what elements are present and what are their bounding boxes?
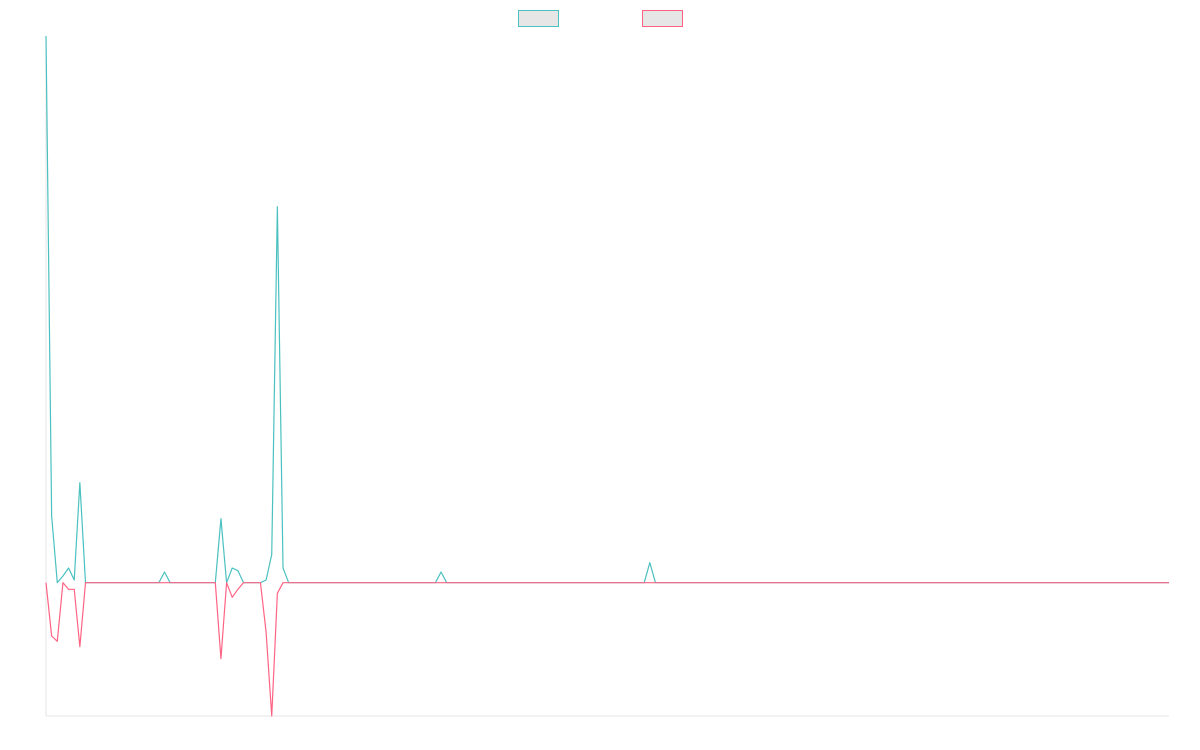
chart-axes [45,36,1169,717]
legend-item-1[interactable] [518,10,559,27]
legend-swatch-1[interactable] [518,10,559,27]
chart-series [45,35,1169,717]
legend-swatch-2[interactable] [642,10,683,27]
legend-item-2[interactable] [642,10,683,27]
chart-legend[interactable] [518,10,683,27]
series-line-2 [45,582,1169,717]
series-line-1 [45,35,1169,584]
